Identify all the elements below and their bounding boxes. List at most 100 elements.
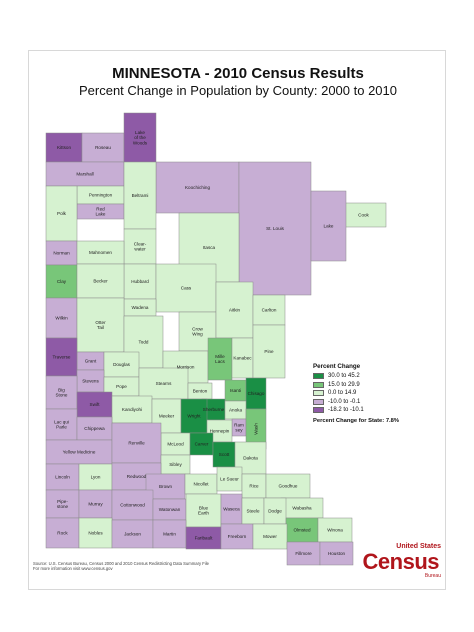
county-label: Rice [249,484,259,489]
county-label: Pope [116,384,127,389]
county-label: Pine [264,349,274,354]
county-label: Nobles [88,531,103,536]
county-cook [340,202,387,228]
census-bureau-logo: United States Census Bureau [363,543,441,583]
county-hubbard [123,263,157,300]
county-label: Freeborn [228,534,247,539]
county-label: Clay [57,279,67,284]
county-cass [155,263,217,313]
county-label: Lake [324,224,334,229]
county-goodhue [265,473,311,499]
county-label: Scott [219,452,230,457]
county-clay [45,264,78,299]
county-label: Redwood [127,474,147,479]
minnesota-county-map: Kittson Roseau Lake of the Woods Marshall Kooc… [45,112,387,566]
county-label: Pennington [89,193,113,198]
county-label: Pipe-stone [57,499,69,509]
county-wilkin [45,297,78,339]
county-carlton [252,294,286,326]
source-note: Source: U.S. Census Bureau, Census 2000 … [33,561,313,572]
county-yellow-medicine [45,439,113,465]
state-change: Percent Change for State: 7.8% [313,418,443,424]
county-norman [45,240,78,266]
county-label: Mower [263,534,277,539]
county-houston [319,541,354,566]
county-lyon [78,463,113,491]
county-label: Roseau [95,145,111,150]
county-label: Crow Wing [192,327,203,337]
county-mower [252,523,288,550]
county-label: Traverse [53,355,71,360]
county-label: Grant [85,359,97,364]
county-becker [76,263,125,299]
county-label: Wabasha [292,506,312,511]
county-label: Goodhue [279,484,298,489]
legend-item: 0.0 to 14.9 [313,389,443,398]
county-label: Lincoln [55,475,70,480]
county-kittson [45,132,83,163]
legend-label: -10.0 to -0.1 [328,398,361,405]
county-clearwater [123,228,157,265]
county-label: Clear-water [134,242,147,252]
county-aitkin [215,281,254,339]
county-swift [76,391,113,418]
county-label: Hennepin [210,429,230,434]
county-label: Benton [193,389,208,394]
county-le-sueur [216,466,243,492]
county-douglas [103,351,140,378]
county-label: Kanabec [233,356,252,361]
legend-label: 15.0 to 29.9 [328,381,360,388]
county-label: Stearns [156,381,173,386]
county-label: Morrison [177,365,195,370]
county-label: Mille Lacs [215,354,225,364]
county-label: Faribault [195,536,214,541]
county-label: Swift [90,402,101,407]
county-winona [317,517,353,543]
county-lac-qui-parle [45,408,78,441]
county-koochiching [155,161,240,214]
county-label: Hubbard [131,279,149,284]
county-label: Koochiching [185,185,210,190]
county-label: Sherburne [203,407,225,412]
county-cottonwood [111,489,154,521]
county-stearns [138,367,189,400]
county-label: Chippewa [84,426,105,431]
legend-label: 30.0 to 45.2 [328,373,360,380]
county-label: Marshall [76,172,93,177]
county-label: Ram sey [234,423,244,433]
county-label: Stevens [82,379,99,384]
county-label: Otter Tail [95,320,106,330]
county-layer [45,112,387,566]
legend-swatch [313,381,324,388]
county-olmsted [285,517,319,543]
county-label: Dakota [243,456,258,461]
logo-bottom-text: Bureau [424,573,441,579]
county-label: Wadena [132,305,149,310]
map-subtitle: Percent Change in Population by County: … [78,83,397,98]
county-label: Beltrami [132,193,149,198]
county-label: Lyon [91,475,101,480]
county-label: Cottonwood [120,503,145,508]
county-lake-of-the-woods [123,112,157,163]
county-label: Aitkin [229,308,241,313]
county-label: Norman [53,251,70,256]
county-label: Brown [159,484,172,489]
map-poster: MINNESOTA - 2010 Census Results Percent … [28,50,446,590]
county-traverse [45,337,78,377]
county-label: Cook [358,213,369,218]
county-label: Le Sueur [220,477,239,482]
county-rock [45,517,80,549]
source-line-1: Source: U.S. Census Bureau, Census 2000 … [33,561,209,566]
county-label: Becker [93,279,108,284]
county-label: Lac qui Parle [54,420,69,430]
county-label: Nicollet [193,482,209,487]
county-label: Dodge [268,509,282,514]
county-mille-lacs [207,337,233,381]
county-label: Blue Earth [198,506,209,516]
county-label: Todd [139,340,149,345]
legend-swatch [313,390,324,397]
county-label: Rock [57,531,68,536]
county-label: Cass [181,286,192,291]
county-label: Mahnomen [89,250,112,255]
county-label: Polk [57,211,67,216]
